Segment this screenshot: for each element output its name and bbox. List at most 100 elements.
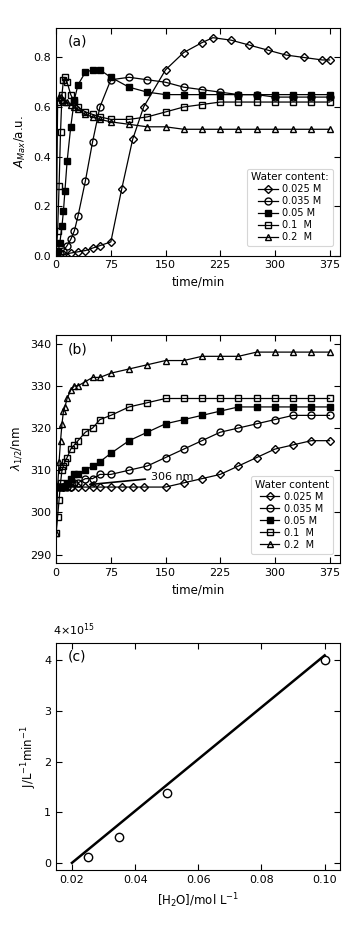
0.1  M	[145, 111, 150, 122]
0.2  M	[164, 355, 168, 366]
0.035 M	[273, 414, 277, 425]
0.1  M	[91, 109, 95, 120]
0.1  M	[60, 465, 64, 476]
0.035 M	[65, 240, 69, 251]
0.2  M	[69, 99, 73, 110]
0.1  M	[254, 96, 259, 107]
0.2  M	[91, 111, 95, 122]
0.2  M	[58, 435, 62, 446]
0.05 M	[254, 89, 259, 100]
0.1  M	[76, 435, 80, 446]
Line: 0.1  M: 0.1 M	[53, 395, 333, 537]
0.2  M	[164, 121, 168, 132]
0.1  M	[127, 401, 131, 412]
0.1  M	[63, 457, 67, 468]
0.035 M	[327, 410, 332, 421]
0.025 M	[320, 55, 324, 66]
0.035 M	[181, 444, 186, 455]
0.025 M	[164, 64, 168, 75]
0.1  M	[54, 528, 58, 539]
0.025 M	[98, 482, 102, 493]
0.025 M	[131, 133, 135, 144]
0.05 M	[54, 250, 58, 261]
0.025 M	[83, 482, 87, 493]
0.025 M	[120, 183, 124, 194]
Line: 0.025 M: 0.025 M	[53, 35, 332, 258]
0.025 M	[327, 435, 332, 446]
0.025 M	[284, 49, 288, 60]
0.05 M	[327, 401, 332, 412]
0.2  M	[61, 406, 66, 417]
0.025 M	[69, 482, 73, 493]
0.035 M	[309, 92, 313, 103]
0.1  M	[309, 96, 313, 107]
Text: 306 nm: 306 nm	[90, 471, 193, 486]
0.025 M	[91, 482, 95, 493]
0.05 M	[60, 220, 64, 232]
0.05 M	[72, 94, 77, 106]
Y-axis label: $\lambda_{1/2}$/nm: $\lambda_{1/2}$/nm	[10, 427, 25, 471]
Line: 0.05 M: 0.05 M	[53, 67, 333, 259]
0.035 M	[200, 84, 204, 95]
0.1  M	[164, 106, 168, 118]
0.05 M	[291, 89, 295, 100]
0.035 M	[254, 419, 259, 430]
0.2  M	[69, 384, 73, 395]
Line: 0.2  M: 0.2 M	[53, 348, 333, 537]
0.025 M	[247, 40, 251, 51]
0.1  M	[218, 393, 222, 404]
0.2  M	[181, 355, 186, 366]
0.1  M	[273, 96, 277, 107]
X-axis label: time/min: time/min	[172, 276, 225, 289]
0.1  M	[61, 74, 66, 85]
0.025 M	[211, 32, 215, 44]
0.2  M	[72, 102, 77, 113]
0.1  M	[91, 422, 95, 433]
0.05 M	[69, 473, 73, 484]
0.2  M	[98, 372, 102, 383]
0.1  M	[61, 460, 66, 471]
0.2  M	[54, 528, 58, 539]
0.1  M	[58, 477, 62, 488]
0.1  M	[327, 96, 332, 107]
0.05 M	[76, 469, 80, 480]
0.035 M	[76, 210, 80, 221]
0.1  M	[72, 96, 77, 107]
0.035 M	[127, 465, 131, 476]
0.1  M	[60, 89, 64, 100]
0.2  M	[55, 96, 60, 107]
Line: 0.025 M: 0.025 M	[53, 438, 332, 490]
0.035 M	[254, 89, 259, 100]
Text: (b): (b)	[67, 342, 87, 357]
0.025 M	[229, 34, 233, 45]
0.025 M	[181, 47, 186, 58]
0.05 M	[145, 427, 150, 438]
0.025 M	[76, 246, 80, 257]
0.035 M	[145, 460, 150, 471]
0.05 M	[164, 89, 168, 100]
0.1  M	[291, 393, 295, 404]
0.05 M	[181, 89, 186, 100]
0.1  M	[145, 397, 150, 408]
0.05 M	[65, 477, 69, 488]
0.05 M	[65, 156, 69, 167]
0.05 M	[91, 64, 95, 75]
0.1  M	[83, 106, 87, 118]
0.05 M	[200, 89, 204, 100]
0.2  M	[61, 94, 66, 106]
0.035 M	[98, 102, 102, 113]
0.035 M	[273, 92, 277, 103]
0.025 M	[164, 482, 168, 493]
0.05 M	[58, 482, 62, 493]
0.2  M	[58, 92, 62, 103]
0.025 M	[254, 452, 259, 463]
0.05 M	[309, 401, 313, 412]
Text: (c): (c)	[67, 649, 86, 664]
0.05 M	[61, 206, 66, 217]
0.035 M	[54, 250, 58, 261]
0.1  M	[98, 111, 102, 122]
0.2  M	[236, 351, 240, 362]
0.025 M	[327, 55, 332, 66]
0.035 M	[309, 410, 313, 421]
0.1  M	[55, 511, 60, 522]
